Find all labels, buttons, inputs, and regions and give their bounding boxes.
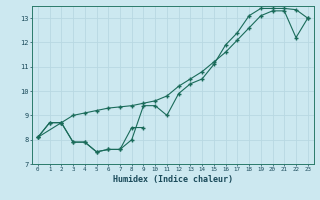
X-axis label: Humidex (Indice chaleur): Humidex (Indice chaleur) bbox=[113, 175, 233, 184]
